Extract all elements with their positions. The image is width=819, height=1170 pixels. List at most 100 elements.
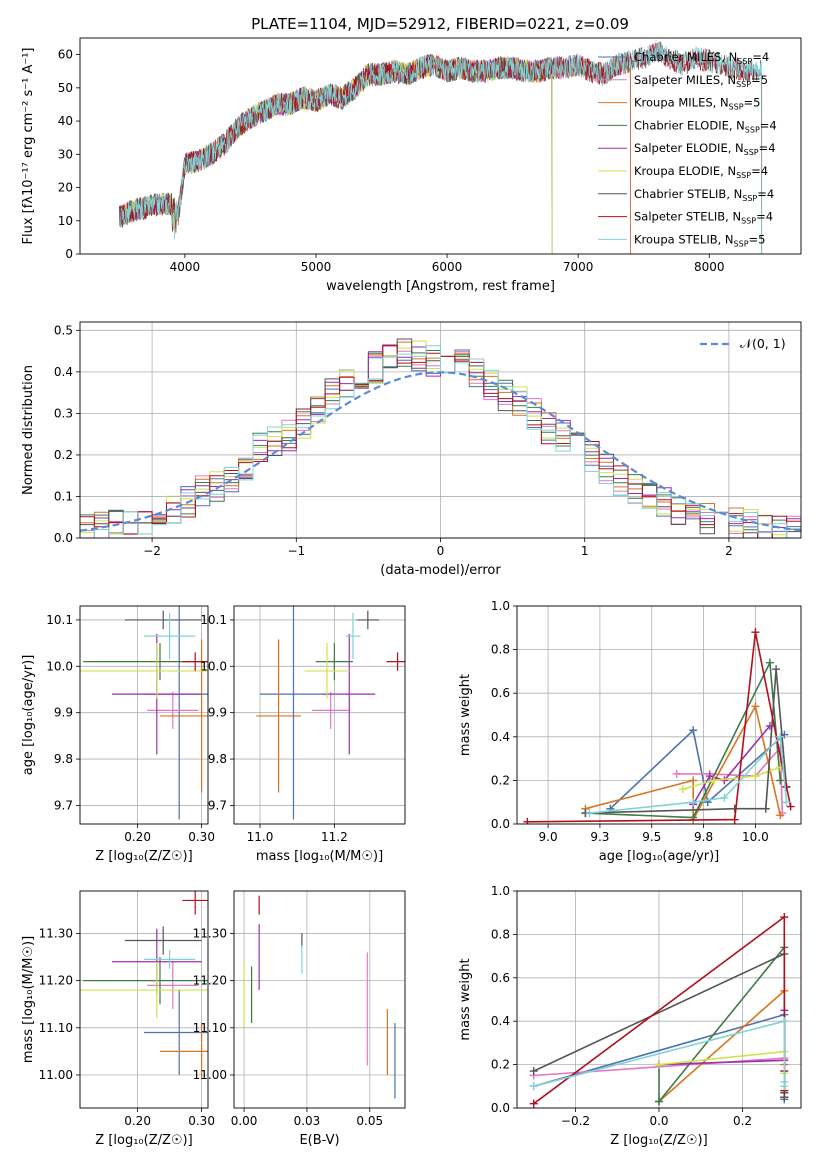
legend-entry: Chabrier ELODIE, NSSP=4 [634,118,777,134]
legend-value: =5 [751,73,768,87]
weight-marker [776,732,785,741]
weight-line [609,728,785,810]
legend-entry: Kroupa MILES, NSSP=5 [634,96,760,112]
x-tick-label: 4000 [170,260,201,274]
x-tick-label: 1 [581,544,589,558]
weight-marker [730,804,739,813]
weight-marker [709,776,718,785]
x-axis-label: mass [log₁₀(M/M☉)] [256,849,383,864]
x-tick-label: 0.0 [649,1114,668,1128]
x-tick-label: 9.0 [539,830,558,844]
y-tick-label: 60 [58,48,73,62]
y-tick-label: 1.0 [491,599,510,613]
panel-mass-vs-ebv: 0.00 0.03 0.05 11.00 11.10 11.20 11.30 E(B-V) [193,890,406,1148]
y-tick-label: 9.9 [54,706,73,720]
weight-marker [529,1067,538,1076]
legend-subscript: SSP [744,148,759,157]
y-tick-label: 0.2 [54,448,73,462]
weight-marker [780,913,789,922]
panel-age-vs-Z: 0.20 0.30 9.7 9.8 9.9 10.0 10.1 Z [log₁₀(Z/Z☉)]… [21,605,215,864]
x-tick-label: 0.00 [231,1114,258,1128]
y-tick-label: 0 [65,247,73,261]
x-tick-label: −0.2 [561,1114,590,1128]
y-tick-label: 0.2 [491,773,510,787]
x-axis-label: (data-model)/error [380,563,501,578]
legend-value: =4 [757,187,774,201]
legend-entry: Salpeter ELODIE, NSSP=4 [634,141,776,157]
y-tick-label: 11.10 [39,1021,73,1035]
y-tick-label: 0.2 [491,1058,510,1072]
y-tick-label: 11.10 [193,1021,227,1035]
panel-weights-vs-Z: −0.2 0.0 0.2 0.0 0.2 0.4 0.6 0.8 1.0 Z [log₁₀(Z/Z… [458,884,802,1148]
x-tick-label: 11.2 [321,830,348,844]
weight-marker [786,802,795,811]
weight-marker [751,772,760,781]
weight-marker [705,772,714,781]
weight-marker [776,811,785,820]
legend-entry: Kroupa STELIB, NSSP=5 [634,232,765,248]
legend-subscript: SSP [734,239,749,248]
weight-marker [678,785,687,794]
y-tick-label: 0.3 [54,406,73,420]
weight-line [527,632,792,823]
figure-title: PLATE=1104, MJD=52912, FIBERID=0221, z=0… [251,15,629,33]
plot-area [243,895,396,1099]
y-tick-label: 0.5 [54,323,73,337]
plot-area [80,338,801,538]
x-tick-label: 0.20 [124,830,151,844]
weight-marker [689,798,698,807]
y-axis-label: Flux [fλ10⁻¹⁷ erg cm⁻² s⁻¹ A⁻¹] [21,48,36,245]
x-tick-label: 0.2 [733,1114,752,1128]
y-tick-label: 10 [58,214,73,228]
weight-marker [782,798,791,807]
weight-line [585,659,782,819]
panel-weights-vs-age: 9.0 9.3 9.5 9.8 10.0 0.0 0.2 0.4 0.6 0.8 1.0 age [l… [458,599,802,864]
y-tick-label: 11.20 [39,974,73,988]
y-tick-label: 0.4 [491,730,510,744]
y-tick-label: 0.8 [491,927,510,941]
y-tick-label: 0.4 [54,365,73,379]
axes-frame [79,37,802,255]
x-tick-label: 0.05 [356,1114,383,1128]
legend-value: =4 [760,118,777,132]
y-tick-label: 40 [58,114,73,128]
y-tick-label: 10.1 [200,613,227,627]
y-tick-label: 11.00 [39,1068,73,1082]
plot-area [256,606,405,820]
x-tick-label: 9.3 [590,830,609,844]
x-tick-label: 9.5 [642,830,661,844]
x-tick-label: 5000 [301,260,332,274]
x-tick-label: 0 [437,544,445,558]
legend-value: =4 [751,164,768,178]
legend-value: =4 [756,210,773,224]
weight-marker [730,815,739,824]
x-tick-label: 0.03 [294,1114,321,1128]
y-tick-label: 11.00 [193,1068,227,1082]
y-tick-label: 1.0 [491,884,510,898]
weight-marker [529,1082,538,1091]
y-tick-label: 10.0 [46,659,73,673]
weight-marker [720,793,729,802]
y-tick-label: 9.8 [54,752,73,766]
x-tick-label: −1 [287,544,305,558]
weight-marker [780,1082,789,1091]
legend-subscript: SSP [741,217,756,226]
y-tick-label: 11.30 [39,926,73,940]
y-tick-label: 10.0 [200,659,227,673]
x-tick-label: 10.0 [742,830,769,844]
weight-line [658,945,786,1104]
spectrum-line [120,40,763,254]
legend-entry: Chabrier STELIB, NSSP=4 [634,187,774,203]
y-tick-label: 0.6 [491,971,510,985]
axes-frame [233,605,406,825]
legend-entry: Kroupa ELODIE, NSSP=4 [634,164,768,180]
x-tick-label: 0.30 [188,830,215,844]
axes-frame [79,321,802,539]
x-axis-label: Z [log₁₀(Z/Z☉)] [95,849,192,864]
axes-frame [233,890,406,1109]
weight-marker [751,702,760,711]
y-tick-label: 9.9 [208,706,227,720]
legend-subscript: SSP [736,80,751,89]
weight-marker [529,1099,538,1108]
legend-value: =4 [759,141,776,155]
